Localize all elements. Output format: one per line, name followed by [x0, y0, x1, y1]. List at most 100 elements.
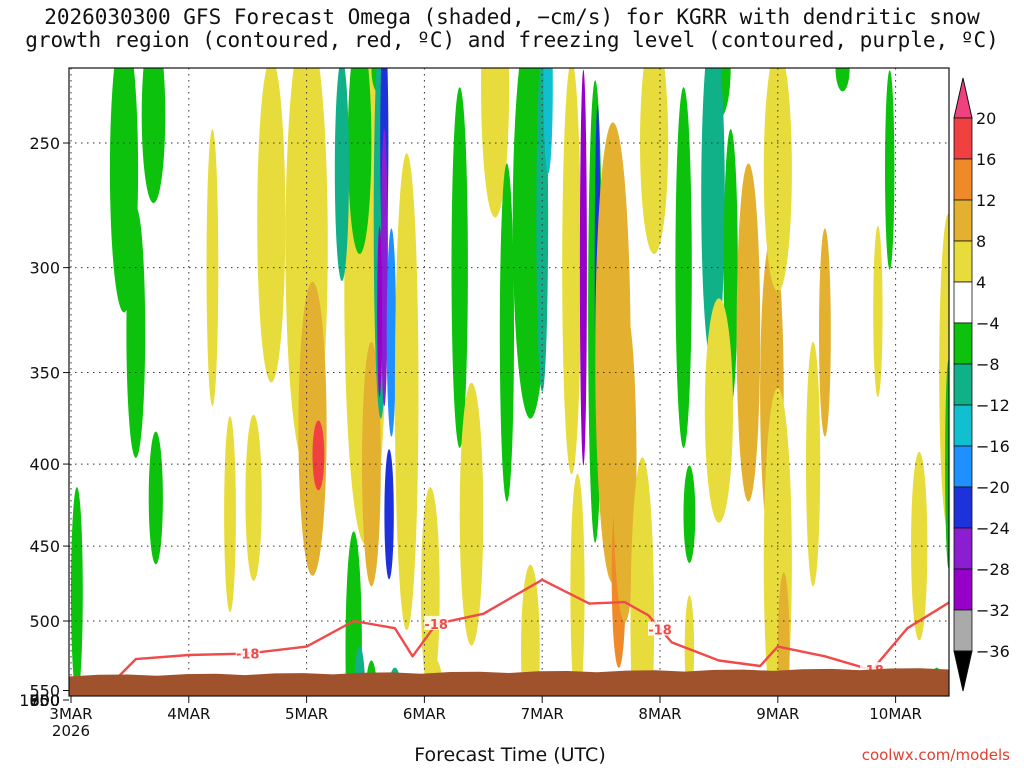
- colorbar-swatch: [953, 158, 973, 201]
- omega-cell: [873, 225, 883, 398]
- colorbar-swatch: [953, 445, 973, 488]
- contour-minus18-label-bg: [424, 615, 449, 630]
- omega-cell: [380, 129, 388, 407]
- contour-minus18-label: -18: [424, 618, 448, 633]
- colorbar-label: −24: [976, 519, 1010, 538]
- y-tick-label: 750: [29, 691, 60, 710]
- x-tick-label: 9MAR: [756, 705, 799, 723]
- omega-cell: [835, 68, 850, 92]
- colorbar-label: 8: [976, 232, 986, 251]
- colorbar-bottom-arrow: [953, 650, 973, 692]
- y-tick-label: 650: [29, 691, 60, 710]
- colorbar-label: −28: [976, 560, 1010, 579]
- contour-minus18-label: -18: [648, 624, 672, 639]
- y-tick-label: 900: [29, 691, 60, 710]
- colorbar-swatch: [953, 199, 973, 242]
- colorbar: 20 16 12 8 4 −4 −8 −12 −16 −20 −24 −28 −32 −36: [953, 77, 1010, 692]
- omega-cell: [420, 487, 440, 696]
- omega-cell: [945, 359, 949, 569]
- omega-cell: [362, 341, 381, 587]
- colorbar-label: −20: [976, 478, 1010, 497]
- contour-minus18-label-bg: [648, 621, 672, 636]
- chart-title: 2026030300 GFS Forecast Omega (shaded, −…: [0, 6, 1024, 52]
- omega-cell: [384, 449, 394, 580]
- contour-minus18-label: -18: [236, 648, 260, 663]
- contour-minus18: [70, 578, 949, 683]
- colorbar-label: 16: [976, 150, 996, 169]
- terrain-fill: [69, 668, 949, 696]
- y-tick-label: 1000: [19, 691, 60, 710]
- omega-cell: [148, 431, 163, 565]
- x-tick-label: 8MAR: [638, 705, 681, 723]
- colorbar-label: −8: [976, 355, 1000, 374]
- omega-cell: [71, 487, 83, 696]
- colorbar-swatch: [953, 609, 973, 652]
- plot-frame: [68, 67, 950, 697]
- omega-cell: [521, 564, 540, 696]
- contour-minus18-label-bg: [235, 645, 260, 660]
- omega-cell: [683, 465, 696, 563]
- omega-cell: [245, 414, 262, 581]
- omega-cell: [377, 225, 382, 398]
- omega-cell: [224, 416, 236, 613]
- omega-cell: [312, 420, 325, 491]
- y-tick-label: 850: [29, 691, 60, 710]
- title-line-1: 2026030300 GFS Forecast Omega (shaded, −…: [44, 5, 980, 29]
- colorbar-swatch: [953, 404, 973, 447]
- omega-cell: [819, 228, 831, 437]
- colorbar-swatch: [953, 117, 973, 160]
- omega-cell: [562, 68, 581, 475]
- y-tick-label: 450: [29, 537, 60, 556]
- omega-cell: [298, 281, 327, 576]
- omega-cell: [763, 68, 792, 292]
- colorbar-label: −16: [976, 437, 1010, 456]
- y-tick-label: 950: [29, 691, 60, 710]
- omega-cell: [543, 68, 553, 174]
- x-axis-label: Forecast Time (UTC): [414, 744, 606, 766]
- omega-cell: [334, 68, 349, 281]
- omega-cell: [684, 595, 695, 696]
- site-credit: coolwx.com/models: [861, 746, 1010, 764]
- omega-cell: [911, 451, 928, 641]
- colorbar-label: 20: [976, 109, 996, 128]
- omega-cell: [353, 645, 366, 696]
- y-tick-label: 400: [29, 455, 60, 474]
- omega-cell: [675, 87, 692, 448]
- omega-cell: [126, 207, 146, 458]
- omega-cell: [701, 68, 725, 367]
- omega-cell: [206, 129, 219, 407]
- colorbar-label: 4: [976, 273, 986, 292]
- y-tick-label: 250: [29, 134, 60, 153]
- omega-cell: [365, 660, 378, 696]
- omega-cell: [612, 305, 637, 623]
- colorbar-swatch: [953, 527, 973, 570]
- omega-cell: [885, 70, 895, 270]
- omega-shading: [71, 68, 949, 696]
- omega-cell: [459, 382, 484, 646]
- colorbar-label: −12: [976, 396, 1010, 415]
- x-tick-label: 5MAR: [285, 705, 328, 723]
- colorbar-label: 12: [976, 191, 996, 210]
- omega-cell: [777, 572, 790, 696]
- x-tick-label: 10MAR: [869, 705, 922, 723]
- colorbar-swatch: [953, 363, 973, 406]
- colorbar-label: −36: [976, 642, 1010, 661]
- colorbar-top-arrow: [953, 77, 973, 119]
- omega-cell: [141, 68, 166, 204]
- omega-cell: [347, 68, 372, 254]
- colorbar-label: −32: [976, 601, 1010, 620]
- title-line-2: growth region (contoured, red, ºC) and f…: [25, 28, 999, 52]
- omega-cell: [630, 457, 655, 696]
- ground-layer: [69, 668, 949, 696]
- omega-cell: [570, 473, 585, 696]
- x-tick-label: 6MAR: [403, 705, 446, 723]
- omega-cell: [257, 68, 286, 383]
- omega-cell: [579, 69, 587, 466]
- x-tick-label: 4MAR: [167, 705, 210, 723]
- colorbar-swatch: [953, 240, 973, 283]
- omega-cell: [640, 68, 669, 254]
- y-tick-label: 300: [29, 259, 60, 278]
- colorbar-swatch: [953, 486, 973, 529]
